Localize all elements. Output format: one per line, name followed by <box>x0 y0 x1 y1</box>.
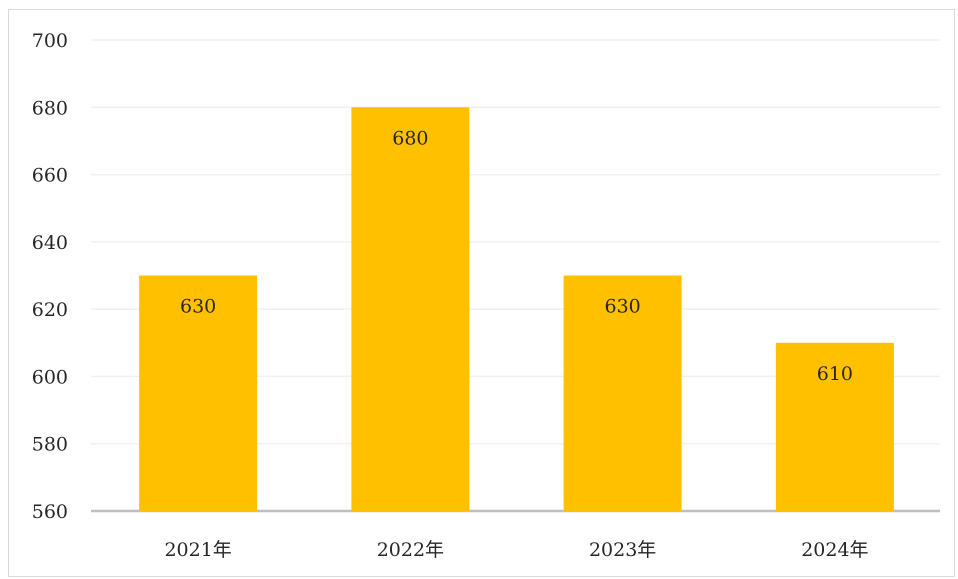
bars <box>139 107 894 512</box>
y-tick-label: 600 <box>32 366 68 388</box>
x-tick-label: 2021年 <box>164 539 231 561</box>
x-tick-label: 2023年 <box>589 539 656 561</box>
y-tick-label: 560 <box>32 501 68 523</box>
y-tick-label: 680 <box>32 97 68 119</box>
data-label: 630 <box>180 296 216 318</box>
x-tick-label: 2022年 <box>377 539 444 561</box>
bar-2022年 <box>351 107 470 512</box>
data-label: 680 <box>392 127 428 149</box>
y-tick-label: 640 <box>32 232 68 254</box>
bar-2021年 <box>139 275 258 511</box>
data-label: 610 <box>817 363 853 385</box>
data-labels: 630 680 630 610 <box>180 127 853 385</box>
x-axis-ticks: 2021年 2022年 2023年 2024年 <box>164 539 868 561</box>
bar-2024年 <box>775 342 894 511</box>
data-label: 630 <box>604 296 640 318</box>
x-tick-label: 2024年 <box>801 539 868 561</box>
y-tick-label: 660 <box>32 165 68 187</box>
y-tick-label: 700 <box>32 30 68 52</box>
y-tick-label: 580 <box>32 434 68 456</box>
bar-2023年 <box>563 275 682 511</box>
y-axis-ticks: 560 580 600 620 640 660 680 700 <box>32 30 68 523</box>
y-tick-label: 620 <box>32 299 68 321</box>
